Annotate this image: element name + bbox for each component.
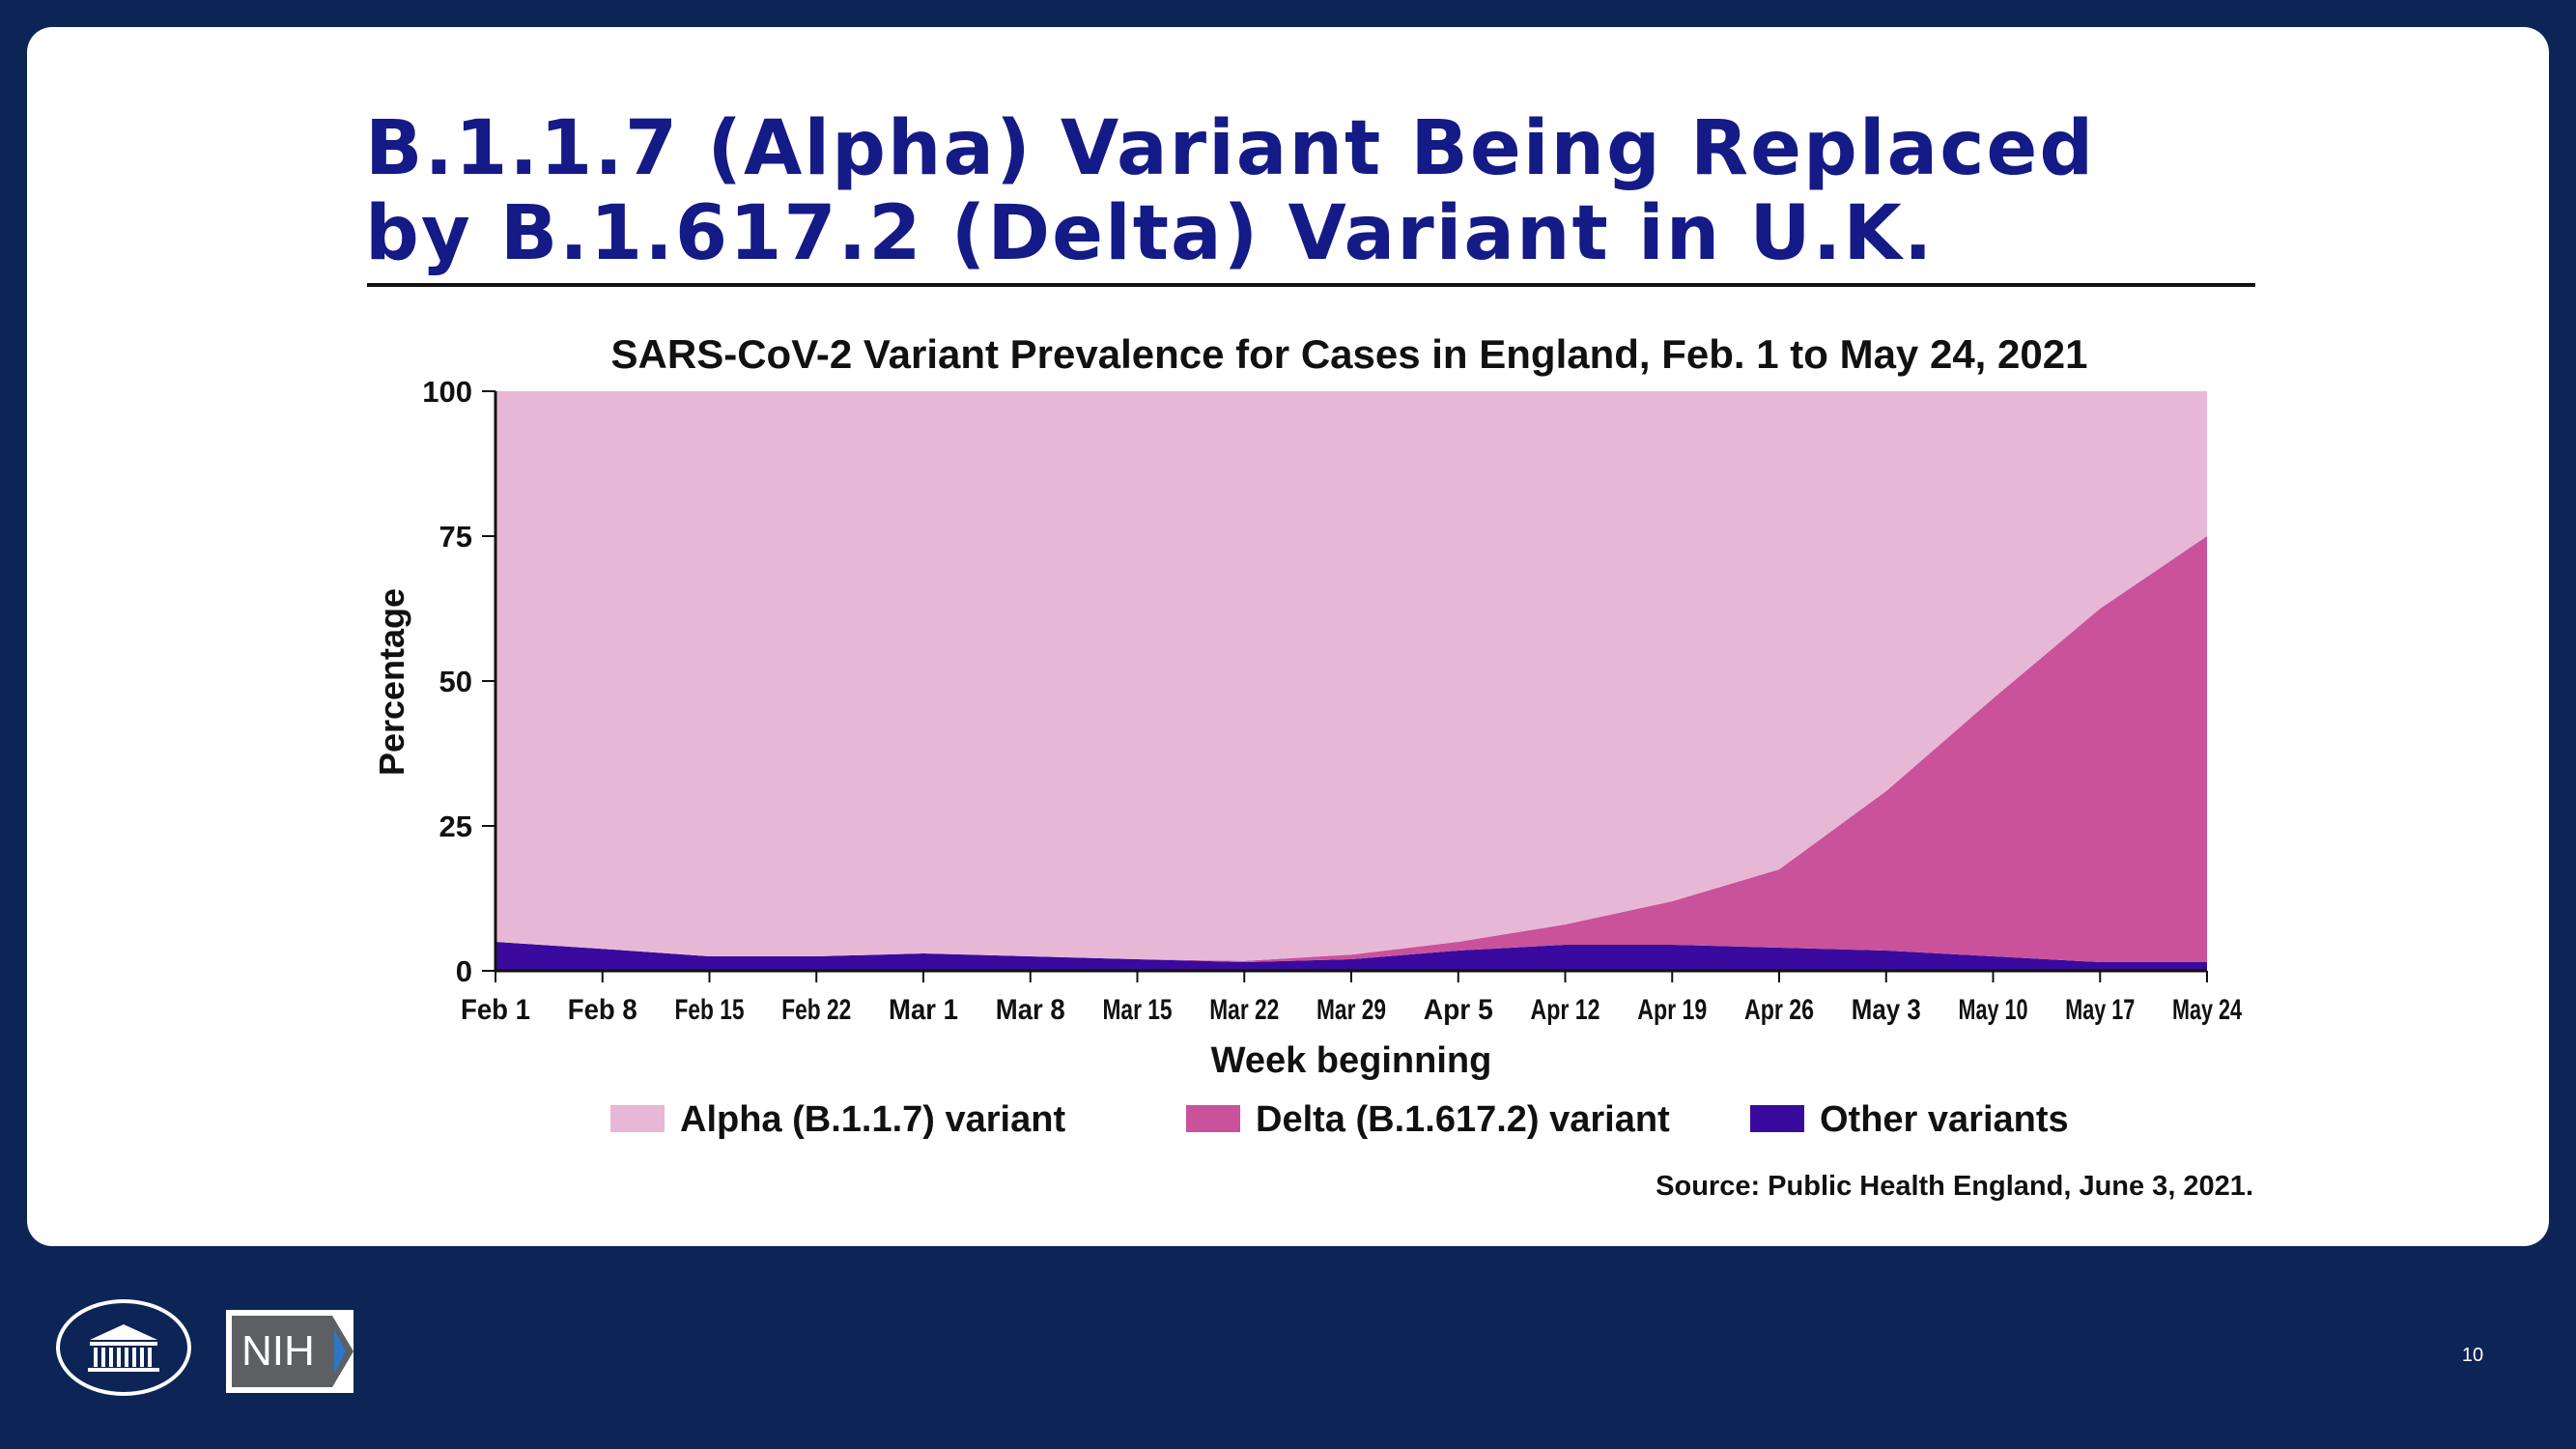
x-tick-label: Feb 8 bbox=[568, 994, 637, 1026]
legend-label: Alpha (B.1.1.7) variant bbox=[680, 1099, 1065, 1140]
y-tick-label: 0 bbox=[456, 954, 472, 988]
area-alpha-b-1-1-7-variant bbox=[495, 391, 2207, 961]
x-axis-ticks: Feb 1 Feb 8 Feb 15 Feb 22 Mar 1 Mar 8 Mar 15 Ma… bbox=[461, 971, 2242, 1026]
source-note: Source: Public Health England, June 3, 2… bbox=[1656, 1171, 2253, 1202]
slide-title-line-2: by B.1.617.2 (Delta) Variant in U.K. bbox=[365, 190, 1935, 277]
x-tick-label: Mar 22 bbox=[1209, 994, 1279, 1026]
legend-label: Other variants bbox=[1820, 1099, 2069, 1140]
x-tick-label: Feb 1 bbox=[461, 994, 530, 1026]
y-tick-label: 75 bbox=[439, 520, 472, 554]
legend-item: Other variants bbox=[1750, 1099, 2069, 1140]
x-tick-label: Mar 15 bbox=[1103, 994, 1173, 1026]
x-axis-label: Week beginning bbox=[1211, 1040, 1492, 1081]
x-tick-label: Apr 26 bbox=[1744, 994, 1814, 1026]
y-tick-label: 50 bbox=[439, 665, 472, 698]
title-underline bbox=[367, 283, 2255, 287]
legend-swatch bbox=[1186, 1105, 1240, 1132]
legend-label: Delta (B.1.617.2) variant bbox=[1256, 1099, 1670, 1140]
x-tick-label: Apr 12 bbox=[1531, 994, 1600, 1026]
y-axis-ticks: 0 25 50 75 100 bbox=[422, 375, 495, 988]
y-axis-label: Percentage bbox=[372, 588, 411, 776]
x-tick-label: Feb 15 bbox=[675, 994, 745, 1026]
x-tick-label: Mar 1 bbox=[889, 994, 958, 1026]
x-tick-label: May 10 bbox=[1959, 994, 2028, 1026]
white-house-icon bbox=[88, 1324, 159, 1372]
nih-logo-box: NIH bbox=[232, 1316, 354, 1387]
page-number: 10 bbox=[2461, 1345, 2484, 1366]
nih-logo: NIH bbox=[226, 1310, 354, 1393]
chart-areas bbox=[495, 391, 2207, 971]
nih-chevron-accent bbox=[334, 1329, 346, 1374]
legend-swatch bbox=[610, 1105, 665, 1132]
x-tick-label: Apr 19 bbox=[1637, 994, 1707, 1026]
x-tick-label: Feb 22 bbox=[781, 994, 851, 1026]
x-tick-label: May 3 bbox=[1852, 994, 1921, 1026]
chart-legend: Alpha (B.1.1.7) variant Delta (B.1.617.2)… bbox=[610, 1099, 2069, 1140]
legend-item: Delta (B.1.617.2) variant bbox=[1186, 1099, 1670, 1140]
x-tick-label: Mar 8 bbox=[996, 994, 1065, 1026]
slide-title-line-1: B.1.1.7 (Alpha) Variant Being Replaced bbox=[365, 105, 2096, 192]
legend-item: Alpha (B.1.1.7) variant bbox=[610, 1099, 1065, 1140]
nih-logo-text: NIH bbox=[241, 1327, 315, 1375]
slide-title: B.1.1.7 (Alpha) Variant Being Replaced b… bbox=[365, 106, 2258, 276]
chart-title: SARS-CoV-2 Variant Prevalence for Cases … bbox=[611, 331, 2088, 377]
x-tick-label: May 24 bbox=[2172, 994, 2242, 1026]
y-tick-label: 100 bbox=[422, 375, 472, 409]
variant-prevalence-chart: SARS-CoV-2 Variant Prevalence for Cases … bbox=[372, 331, 2253, 1202]
x-tick-label: Apr 5 bbox=[1424, 994, 1493, 1026]
y-tick-label: 25 bbox=[439, 810, 472, 843]
white-house-seal-logo bbox=[56, 1299, 191, 1396]
area-other-variants bbox=[495, 942, 2207, 971]
x-tick-label: Mar 29 bbox=[1316, 994, 1386, 1026]
legend-swatch bbox=[1750, 1105, 1804, 1132]
area-delta-b-1-617-2-variant bbox=[495, 536, 2207, 962]
x-tick-label: May 17 bbox=[2065, 994, 2135, 1026]
